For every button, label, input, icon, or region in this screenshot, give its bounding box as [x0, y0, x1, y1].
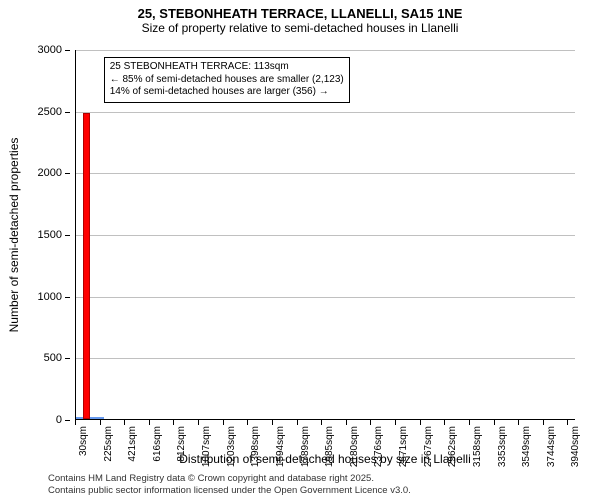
gridline — [76, 358, 575, 359]
x-tick-mark — [420, 420, 421, 425]
y-tick-label: 0 — [56, 414, 62, 426]
attribution-line-2: Contains public sector information licen… — [48, 485, 411, 496]
y-tick-mark — [65, 235, 70, 236]
y-tick-label: 3000 — [38, 44, 62, 56]
x-axis-ticks: 30sqm225sqm421sqm616sqm812sqm1007sqm1203… — [75, 420, 575, 480]
attribution: Contains HM Land Registry data © Crown c… — [48, 473, 411, 496]
attribution-line-1: Contains HM Land Registry data © Crown c… — [48, 473, 411, 484]
chart-title: 25, STEBONHEATH TERRACE, LLANELLI, SA15 … — [0, 6, 600, 21]
chart-title-block: 25, STEBONHEATH TERRACE, LLANELLI, SA15 … — [0, 0, 600, 35]
y-tick-mark — [65, 297, 70, 298]
y-tick-mark — [65, 50, 70, 51]
x-axis-label: Distribution of semi-detached houses by … — [75, 452, 575, 466]
x-tick-mark — [567, 420, 568, 425]
gridline — [76, 297, 575, 298]
x-tick-mark — [297, 420, 298, 425]
y-tick-label: 2500 — [38, 106, 62, 118]
x-tick-mark — [173, 420, 174, 425]
highlight-bar — [83, 113, 91, 419]
chart-plot-area: 25 STEBONHEATH TERRACE: 113sqm ← 85% of … — [75, 50, 575, 420]
x-tick-mark — [346, 420, 347, 425]
x-tick-mark — [247, 420, 248, 425]
x-tick-mark — [75, 420, 76, 425]
histogram-bar — [97, 417, 105, 419]
chart-callout: 25 STEBONHEATH TERRACE: 113sqm ← 85% of … — [104, 57, 350, 103]
x-tick-mark — [198, 420, 199, 425]
y-tick-mark — [65, 420, 70, 421]
x-tick-mark — [469, 420, 470, 425]
y-tick-mark — [65, 173, 70, 174]
y-tick-mark — [65, 358, 70, 359]
x-tick-mark — [494, 420, 495, 425]
x-tick-mark — [223, 420, 224, 425]
callout-line-3: 14% of semi-detached houses are larger (… — [110, 86, 344, 99]
gridline — [76, 112, 575, 113]
x-tick-mark — [272, 420, 273, 425]
x-tick-mark — [124, 420, 125, 425]
x-tick-mark — [543, 420, 544, 425]
x-tick-mark — [444, 420, 445, 425]
gridline — [76, 235, 575, 236]
y-tick-label: 1500 — [38, 229, 62, 241]
x-tick-mark — [321, 420, 322, 425]
chart-subtitle: Size of property relative to semi-detach… — [0, 21, 600, 35]
x-tick-mark — [100, 420, 101, 425]
callout-line-2: ← 85% of semi-detached houses are smalle… — [110, 74, 344, 87]
callout-line-1: 25 STEBONHEATH TERRACE: 113sqm — [110, 61, 344, 74]
y-tick-label: 2000 — [38, 167, 62, 179]
y-tick-label: 1000 — [38, 291, 62, 303]
x-tick-mark — [518, 420, 519, 425]
y-tick-label: 500 — [44, 352, 62, 364]
x-tick-mark — [370, 420, 371, 425]
gridline — [76, 173, 575, 174]
y-axis-ticks: 050010001500200025003000 — [0, 50, 70, 420]
y-tick-mark — [65, 112, 70, 113]
x-tick-mark — [395, 420, 396, 425]
gridline — [76, 50, 575, 51]
x-tick-mark — [149, 420, 150, 425]
